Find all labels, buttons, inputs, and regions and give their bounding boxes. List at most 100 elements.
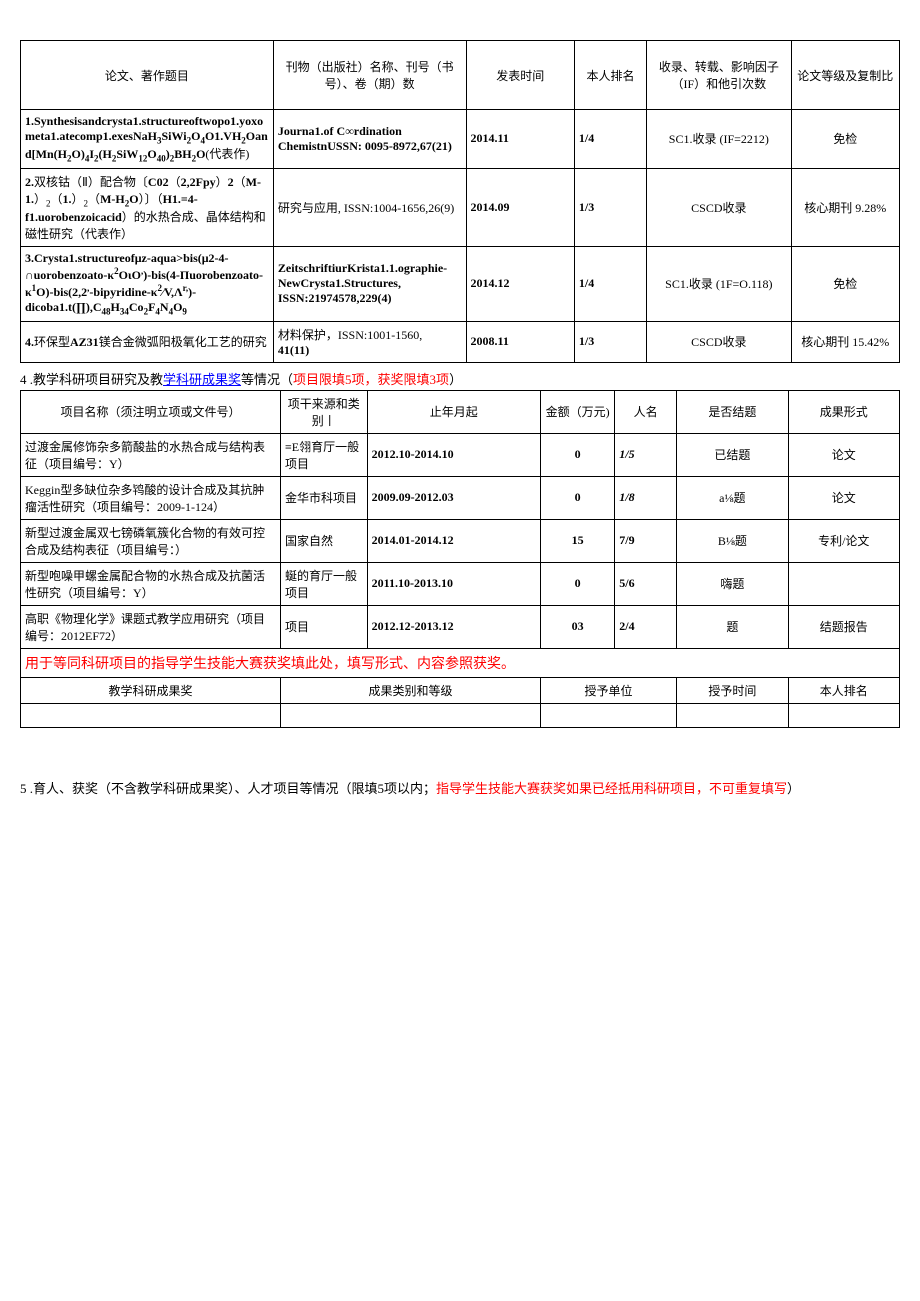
project-form: 论文 xyxy=(788,476,899,519)
project-status: a⅛题 xyxy=(677,476,788,519)
paper-title: 1.Synthesisandcrysta1.structureoftwopo1.… xyxy=(21,110,274,169)
project-form xyxy=(788,562,899,605)
section4-link: 学科研成果奖 xyxy=(163,372,241,387)
table-row: 2.双核钴（Ⅱ）配合物〔C02（2,2Fpy）2（M-1.）2（1.）2（M-H… xyxy=(21,168,900,246)
section4-suffix: ） xyxy=(449,372,462,387)
project-date: 2012.10-2014.10 xyxy=(367,433,540,476)
project-src: 金华市科项目 xyxy=(280,476,367,519)
papers-table: 论文、著作题目 刊物（出版社）名称、刊号（书号）、卷（期）数 发表时间 本人排名… xyxy=(20,40,900,363)
project-date: 2014.01-2014.12 xyxy=(367,519,540,562)
papers-header-pub: 刊物（出版社）名称、刊号（书号）、卷（期）数 xyxy=(273,41,466,110)
paper-index: SC1.收录 (IF=2212) xyxy=(647,110,791,169)
paper-title: 3.Crysta1.structureofμz-aqua>bis(μ2-4-∩u… xyxy=(21,247,274,321)
paper-pub: ZeitschriftiurKrista1.1.ographie-NewCrys… xyxy=(273,247,466,321)
section4-mid: 等情况（ xyxy=(241,372,293,387)
project-date: 2009.09-2012.03 xyxy=(367,476,540,519)
project-name: Keggin型多缺位杂多鸨酸的设计合成及其抗肿瘤活性研究（项目编号：2009-1… xyxy=(21,476,281,519)
paper-title: 2.双核钴（Ⅱ）配合物〔C02（2,2Fpy）2（M-1.）2（1.）2（M-H… xyxy=(21,168,274,246)
section4-prefix: 4 .教学科研项目研究及教 xyxy=(20,372,163,387)
project-src: 国家自然 xyxy=(280,519,367,562)
project-amt: 15 xyxy=(540,519,614,562)
papers-header-date: 发表时间 xyxy=(466,41,574,110)
table-row: 过渡金属修饰杂多箭酸盐的水热合成与结构表征（项目编号：Y）≡E翎育厅一般项目20… xyxy=(21,433,900,476)
paper-date: 2014.09 xyxy=(466,168,574,246)
papers-header-title: 论文、著作题目 xyxy=(21,41,274,110)
project-date: 2012.12-2013.12 xyxy=(367,605,540,648)
projects-header-rank: 人名 xyxy=(615,390,677,433)
project-rank: 2/4 xyxy=(615,605,677,648)
paper-pub: 材料保护，ISSN:1001-1560,41(11) xyxy=(273,321,466,362)
awards-empty-cell xyxy=(21,703,281,727)
project-rank: 1/8 xyxy=(615,476,677,519)
section5-suffix: ） xyxy=(787,781,800,796)
projects-header-form: 成果形式 xyxy=(788,390,899,433)
paper-rank: 1/3 xyxy=(574,168,646,246)
project-src: 蜒的育厅一般项目 xyxy=(280,562,367,605)
awards-header-name: 教学科研成果奖 xyxy=(21,677,281,703)
paper-date: 2014.12 xyxy=(466,247,574,321)
table-row: 高职《物理化学》课题式教学应用研究（项目编号：2012EF72）项目2012.1… xyxy=(21,605,900,648)
paper-rank: 1/3 xyxy=(574,321,646,362)
projects-header-status: 是否结题 xyxy=(677,390,788,433)
papers-header-rank: 本人排名 xyxy=(574,41,646,110)
awards-empty-cell xyxy=(540,703,676,727)
papers-header-index: 收录、转载、影响因子（IF）和他引次数 xyxy=(647,41,791,110)
project-form: 论文 xyxy=(788,433,899,476)
project-src: 项目 xyxy=(280,605,367,648)
project-status: 嗨题 xyxy=(677,562,788,605)
paper-pub: Journa1.of C∞rdination ChemistnUSSN: 009… xyxy=(273,110,466,169)
paper-pub: 研究与应用, ISSN:1004-1656,26(9) xyxy=(273,168,466,246)
project-status: B⅛题 xyxy=(677,519,788,562)
table-row: 3.Crysta1.structureofμz-aqua>bis(μ2-4-∩u… xyxy=(21,247,900,321)
project-name: 过渡金属修饰杂多箭酸盐的水热合成与结构表征（项目编号：Y） xyxy=(21,433,281,476)
project-status: 题 xyxy=(677,605,788,648)
paper-index: CSCD收录 xyxy=(647,168,791,246)
project-date: 2011.10-2013.10 xyxy=(367,562,540,605)
awards-empty-cell xyxy=(788,703,899,727)
paper-date: 2014.11 xyxy=(466,110,574,169)
projects-header-date: 止年月起 xyxy=(367,390,540,433)
awards-header-type: 成果类别和等级 xyxy=(280,677,540,703)
awards-empty-cell xyxy=(280,703,540,727)
paper-rank: 1/4 xyxy=(574,247,646,321)
project-rank: 7/9 xyxy=(615,519,677,562)
project-amt: 0 xyxy=(540,476,614,519)
table-row: 新型过渡金属双七镑磷氧簇化合物的有效可控合成及结构表征（项目编号：）国家自然20… xyxy=(21,519,900,562)
awards-header-time: 授予时间 xyxy=(677,677,788,703)
project-name: 高职《物理化学》课题式教学应用研究（项目编号：2012EF72） xyxy=(21,605,281,648)
projects-header-name: 项目名称（须注明立项或文件号） xyxy=(21,390,281,433)
section5-red: 指导学生技能大赛获奖如果已经抵用科研项目，不可重复填写 xyxy=(436,781,787,796)
table-row: Keggin型多缺位杂多鸨酸的设计合成及其抗肿瘤活性研究（项目编号：2009-1… xyxy=(21,476,900,519)
project-status: 已结题 xyxy=(677,433,788,476)
paper-grade: 免检 xyxy=(791,110,899,169)
paper-rank: 1/4 xyxy=(574,110,646,169)
awards-empty-cell xyxy=(677,703,788,727)
project-amt: 03 xyxy=(540,605,614,648)
project-name: 新型咆噪甲螺金属配合物的水热合成及抗菌活性研究（项目编号：Y） xyxy=(21,562,281,605)
papers-header-grade: 论文等级及复制比 xyxy=(791,41,899,110)
table-row: 4.环保型AZ31镁合金微弧阳极氧化工艺的研究材料保护，ISSN:1001-15… xyxy=(21,321,900,362)
projects-table: 项目名称（须注明立项或文件号） 项干来源和类别丨 止年月起 金额（万元) 人名 … xyxy=(20,390,900,728)
project-amt: 0 xyxy=(540,562,614,605)
projects-header-amt: 金额（万元) xyxy=(540,390,614,433)
paper-title: 4.环保型AZ31镁合金微弧阳极氧化工艺的研究 xyxy=(21,321,274,362)
project-form: 结题报告 xyxy=(788,605,899,648)
paper-grade: 核心期刊 15.42% xyxy=(791,321,899,362)
paper-index: CSCD收录 xyxy=(647,321,791,362)
projects-header-src: 项干来源和类别丨 xyxy=(280,390,367,433)
project-form: 专利/论文 xyxy=(788,519,899,562)
section5-heading: 5 .育人、获奖（不含教学科研成果奖）、人才项目等情况（限填5项以内；指导学生技… xyxy=(20,778,900,797)
table-row: 1.Synthesisandcrysta1.structureoftwopo1.… xyxy=(21,110,900,169)
section4-heading: 4 .教学科研项目研究及教学科研成果奖等情况（项目限填5项，获奖限填3项） xyxy=(20,369,900,388)
project-name: 新型过渡金属双七镑磷氧簇化合物的有效可控合成及结构表征（项目编号：） xyxy=(21,519,281,562)
paper-date: 2008.11 xyxy=(466,321,574,362)
table-row: 新型咆噪甲螺金属配合物的水热合成及抗菌活性研究（项目编号：Y）蜒的育厅一般项目2… xyxy=(21,562,900,605)
awards-header-rank: 本人排名 xyxy=(788,677,899,703)
paper-grade: 核心期刊 9.28% xyxy=(791,168,899,246)
section5-prefix: 5 .育人、获奖（不含教学科研成果奖）、人才项目等情况（限填5项以内； xyxy=(20,781,436,796)
projects-red-note: 用于等同科研项目的指导学生技能大赛获奖填此处，填写形式、内容参照获奖。 xyxy=(21,648,900,677)
project-rank: 5/6 xyxy=(615,562,677,605)
section4-red: 项目限填5项，获奖限填3项 xyxy=(293,372,449,387)
paper-grade: 免检 xyxy=(791,247,899,321)
awards-header-unit: 授予单位 xyxy=(540,677,676,703)
